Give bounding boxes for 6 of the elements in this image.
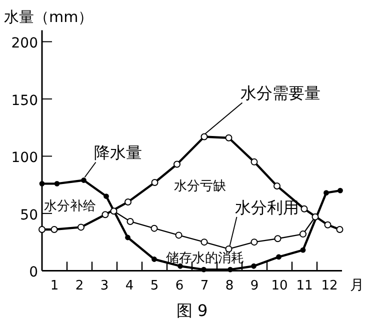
annotation: 水分补给: [44, 199, 96, 214]
annotation: 储存水的消耗: [166, 251, 244, 266]
annotation: 水分亏缺: [174, 179, 226, 194]
annotation: 图 9: [176, 301, 208, 320]
xlabel: 月: [350, 278, 364, 294]
ylabel: 水量（mm）: [4, 8, 94, 26]
